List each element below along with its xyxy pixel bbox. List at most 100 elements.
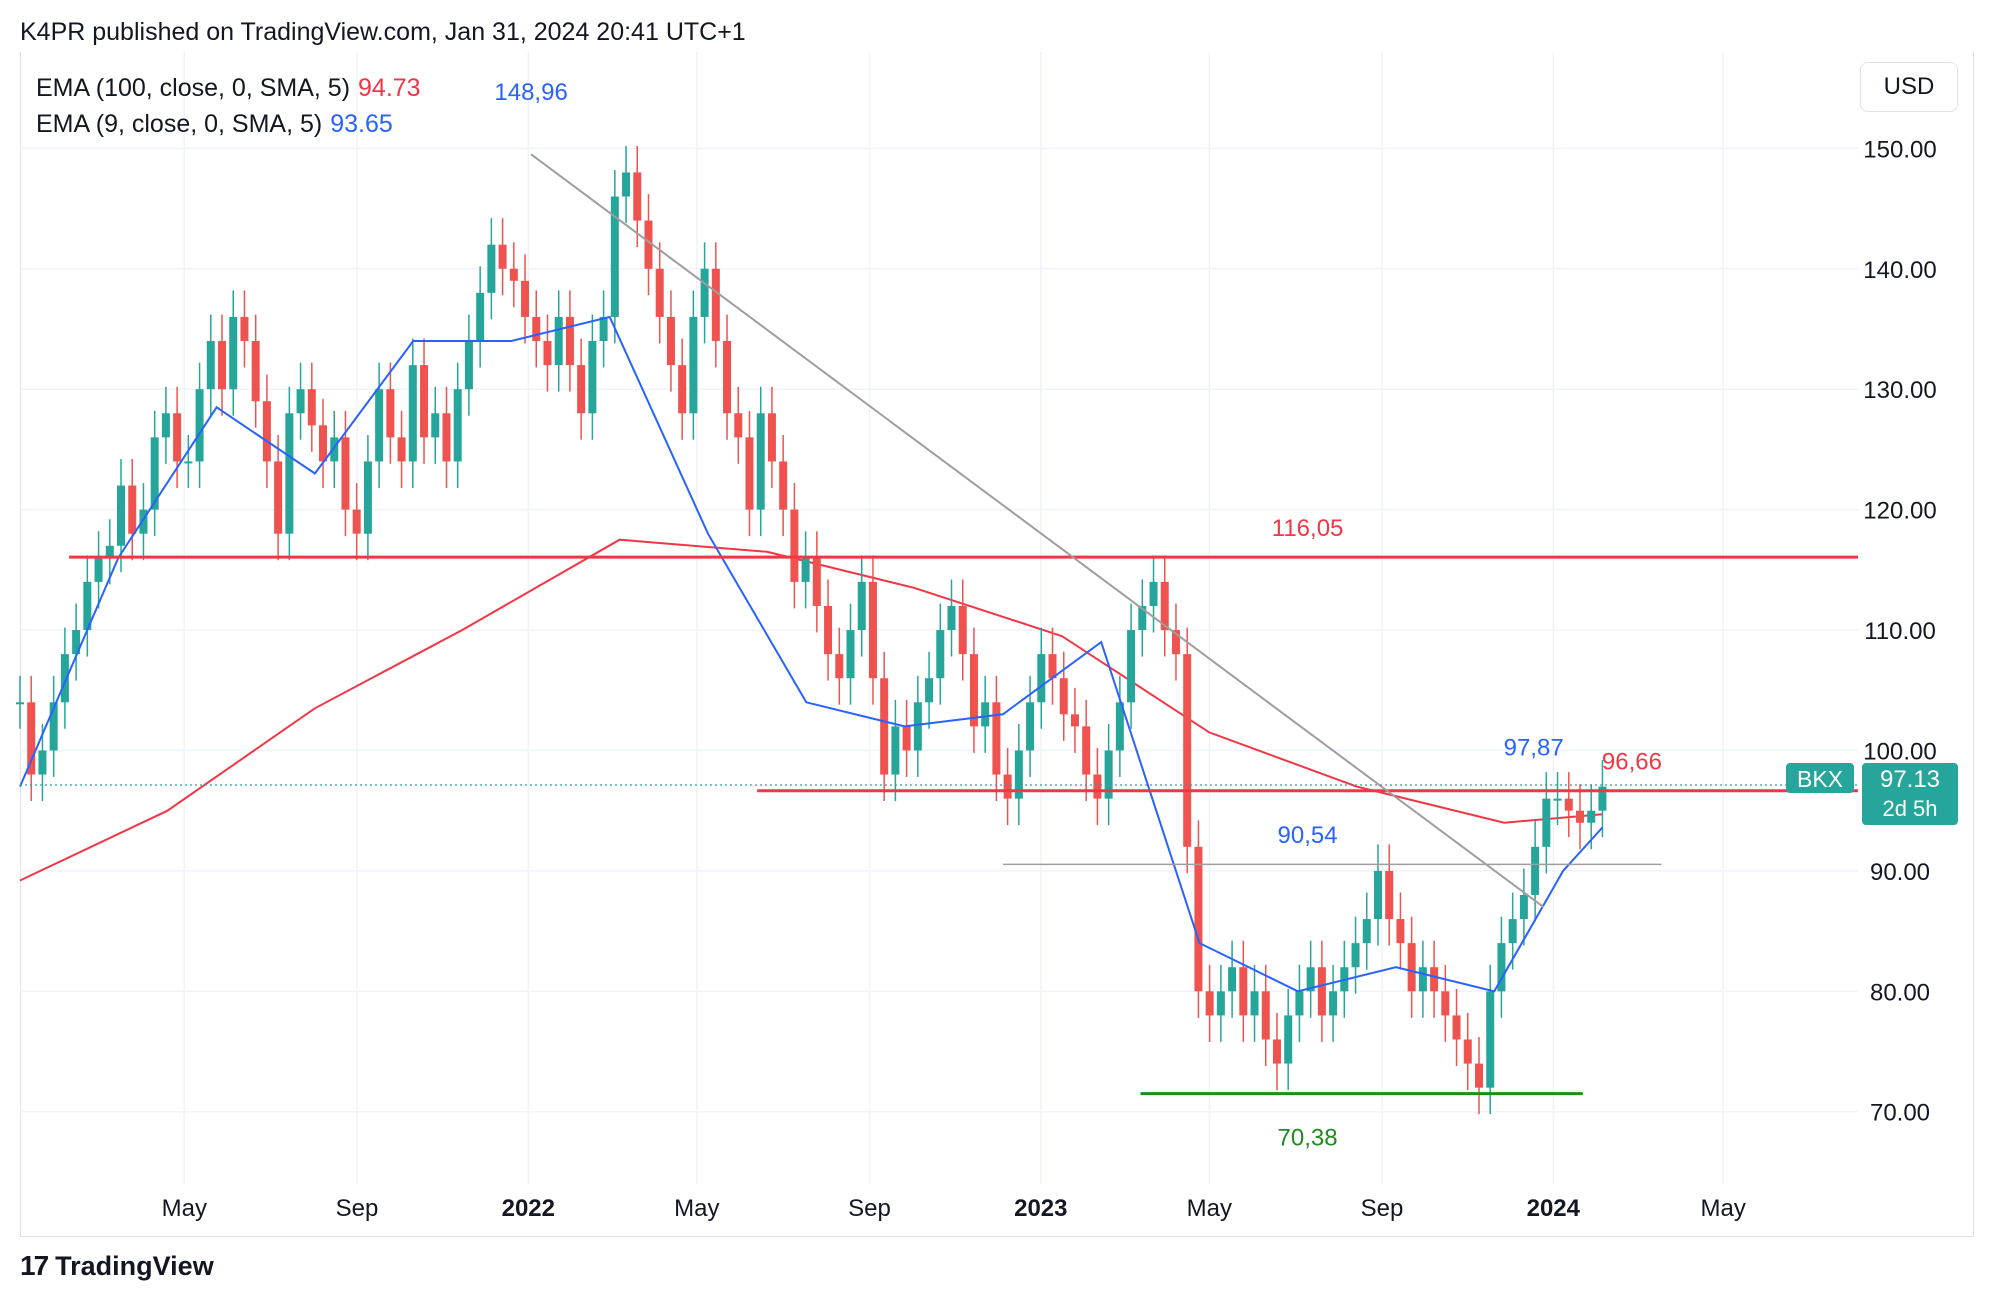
candle — [420, 365, 429, 438]
y-tick-label: 120.00 — [1863, 498, 1936, 525]
candle — [1497, 943, 1506, 992]
candle — [1474, 1063, 1483, 1088]
candle — [857, 581, 866, 631]
candle — [453, 389, 462, 462]
candle — [1171, 630, 1180, 655]
candle — [1576, 810, 1585, 823]
candle — [846, 630, 855, 679]
candle — [173, 413, 182, 462]
candle — [1284, 1015, 1293, 1064]
candle — [1160, 581, 1169, 631]
candle — [330, 437, 339, 462]
tradingview-logo[interactable]: 17 TradingView — [20, 1250, 214, 1282]
legend-ema9[interactable]: EMA (9, close, 0, SMA, 5) 93.65 — [36, 110, 393, 139]
candle — [1261, 991, 1270, 1040]
candle — [790, 509, 799, 582]
candle — [386, 389, 395, 438]
x-tick-label: 2022 — [502, 1195, 555, 1222]
candle — [397, 437, 406, 462]
symbol-tag-bg — [1786, 763, 1854, 794]
candle — [1508, 919, 1517, 944]
candle — [1295, 991, 1304, 1016]
candle — [936, 630, 945, 679]
legend-ema9-value: 93.65 — [330, 110, 393, 138]
candle — [1014, 750, 1023, 799]
candle — [285, 413, 294, 534]
candle — [161, 413, 170, 438]
candle — [375, 389, 384, 462]
candle — [442, 413, 451, 462]
annotation-label: 70,38 — [1278, 1124, 1338, 1151]
candle — [476, 292, 485, 342]
currency-button[interactable]: USD — [1860, 62, 1958, 112]
candle — [1115, 702, 1124, 751]
y-tick-label: 110.00 — [1864, 618, 1936, 645]
candle — [1205, 991, 1214, 1016]
candle — [60, 654, 69, 703]
chart-frame — [20, 52, 1974, 1237]
candle — [1351, 943, 1360, 968]
candle — [1598, 786, 1607, 811]
candle — [229, 316, 238, 390]
candle — [274, 461, 283, 534]
candle — [891, 726, 900, 775]
candle — [1127, 630, 1136, 703]
candle — [633, 172, 642, 221]
annotation-label: 97,87 — [1504, 734, 1564, 761]
candle — [756, 413, 765, 510]
candle — [1272, 1039, 1281, 1064]
x-tick-label: Sep — [848, 1195, 891, 1222]
y-tick-label: 70.00 — [1870, 1100, 1930, 1127]
candle — [1329, 991, 1338, 1016]
candle — [1362, 919, 1371, 944]
candle — [296, 389, 305, 414]
candle — [1486, 991, 1495, 1088]
y-tick-label: 140.00 — [1863, 257, 1936, 284]
candle — [487, 244, 496, 293]
ema9-line — [19, 315, 1604, 993]
candle — [1531, 846, 1540, 895]
candle — [1430, 967, 1439, 992]
candle — [1306, 967, 1315, 992]
candle — [565, 316, 574, 366]
candle — [622, 172, 631, 197]
candle — [1104, 750, 1113, 799]
candle — [49, 702, 58, 751]
candle — [1003, 774, 1012, 799]
candle — [1519, 894, 1528, 920]
candle — [1082, 726, 1091, 775]
candle — [184, 461, 193, 464]
candle — [801, 557, 810, 582]
candle — [1037, 654, 1046, 703]
candle — [1441, 991, 1450, 1016]
x-tick-label: 2024 — [1527, 1195, 1581, 1222]
candle — [464, 341, 473, 390]
candle — [509, 268, 518, 281]
candle — [307, 389, 316, 426]
y-tick-label: 90.00 — [1870, 859, 1930, 886]
candle — [1228, 967, 1237, 992]
annotation-label: 90,54 — [1278, 822, 1338, 849]
candle — [16, 702, 24, 705]
symbol-tag-label: BKX — [1797, 766, 1843, 792]
x-tick-label: May — [1701, 1195, 1746, 1222]
candle — [83, 581, 92, 631]
candle — [992, 702, 1001, 775]
candle — [1138, 605, 1147, 631]
candle — [195, 389, 204, 462]
candle — [262, 401, 271, 462]
x-tick-label: May — [162, 1195, 207, 1222]
symbol-tag: BKX 97.13 2d 5h — [1786, 763, 1958, 826]
candle — [1239, 967, 1248, 1016]
candle — [1385, 870, 1394, 920]
candle — [1418, 967, 1427, 992]
candle — [1216, 991, 1225, 1016]
candle — [1026, 702, 1035, 751]
x-tick-label: May — [674, 1195, 719, 1222]
candle — [117, 485, 126, 546]
candle — [835, 654, 844, 679]
legend-ema100[interactable]: EMA (100, close, 0, SMA, 5) 94.73 — [36, 74, 421, 103]
candle — [1059, 678, 1068, 715]
y-tick-label: 100.00 — [1863, 738, 1936, 765]
